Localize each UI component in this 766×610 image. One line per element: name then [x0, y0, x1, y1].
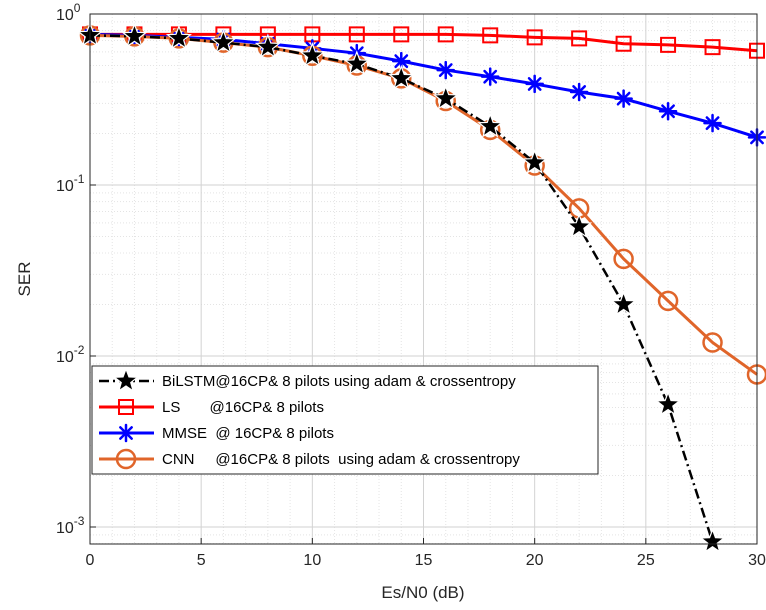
data-point-square [393, 26, 410, 43]
data-point-square [615, 35, 632, 52]
data-point-star [210, 28, 237, 54]
data-point-star [121, 22, 148, 48]
y-tick-exponent: -3 [74, 514, 85, 528]
series-layer [76, 21, 766, 553]
y-tick-label: 100 [56, 1, 81, 24]
data-point-square [437, 26, 454, 43]
legend-marker-asterisk [116, 423, 136, 443]
x-tick-label: 25 [637, 552, 655, 569]
data-point-square [348, 26, 365, 43]
legend-label: MMSE @ 16CP& 8 pilots [162, 425, 334, 442]
data-point-asterisk [614, 89, 633, 108]
x-tick-label: 30 [748, 552, 766, 569]
legend-marker-circle [115, 448, 137, 470]
series-line [90, 32, 758, 53]
legend: BiLSTM@16CP& 8 pilots using adam & cross… [91, 365, 599, 475]
y-tick-label: 10-1 [56, 172, 85, 195]
series-line [89, 32, 758, 139]
y-tick-label: 10-3 [56, 514, 85, 537]
data-point-asterisk [480, 67, 500, 86]
data-point-square [571, 30, 588, 47]
x-axis-label: Es/N0 (dB) [381, 583, 464, 602]
data-point-square [526, 29, 543, 46]
data-point-circle [613, 248, 634, 270]
x-tick-label: 20 [526, 552, 544, 569]
x-tick-label: 10 [303, 552, 321, 569]
data-point-star [388, 64, 415, 90]
x-tick-label: 0 [86, 552, 95, 569]
data-point-star [566, 213, 593, 238]
data-point-star [699, 528, 726, 553]
data-point-circle [657, 290, 679, 312]
data-point-asterisk [525, 74, 544, 94]
data-point-star [432, 84, 459, 110]
y-tick-exponent: -2 [74, 343, 85, 357]
legend-label: LS @16CP& 8 pilots [162, 399, 324, 416]
data-point-star [655, 390, 682, 416]
data-point-star [254, 33, 281, 59]
y-tick-exponent: -1 [74, 172, 85, 186]
x-ticks: 0 5 10 15 20 25 30 [86, 538, 766, 569]
legend-label: BiLSTM@16CP& 8 pilots using adam & cross… [162, 373, 516, 390]
legend-marker-star [112, 367, 140, 393]
data-point-star [343, 50, 370, 76]
legend-label: CNN @16CP& 8 pilots using adam & crossen… [162, 451, 520, 468]
legend-box [91, 365, 599, 475]
data-point-asterisk [569, 82, 589, 102]
series-star [76, 21, 726, 553]
data-point-square [704, 39, 721, 56]
legend-marker-square [118, 399, 134, 415]
y-tick-base: 10 [56, 7, 74, 24]
y-tick-base: 10 [56, 520, 74, 537]
y-tick-exponent: 0 [74, 1, 81, 15]
data-point-star [299, 42, 326, 67]
data-point-circle [702, 332, 723, 353]
data-point-star [521, 148, 548, 174]
y-tick-base: 10 [56, 178, 74, 195]
x-tick-label: 5 [197, 552, 206, 569]
y-tick-base: 10 [56, 349, 74, 366]
data-point-square [482, 27, 499, 44]
data-point-square [660, 36, 677, 53]
data-point-star [477, 112, 504, 138]
data-point-asterisk [703, 113, 722, 133]
y-tick-label: 10-2 [56, 343, 85, 366]
x-tick-label: 15 [415, 552, 433, 569]
data-point-star [610, 290, 637, 316]
data-point-asterisk [658, 101, 678, 121]
data-point-asterisk [436, 60, 455, 80]
data-point-star [165, 24, 192, 50]
y-axis-label: SER [15, 262, 34, 297]
